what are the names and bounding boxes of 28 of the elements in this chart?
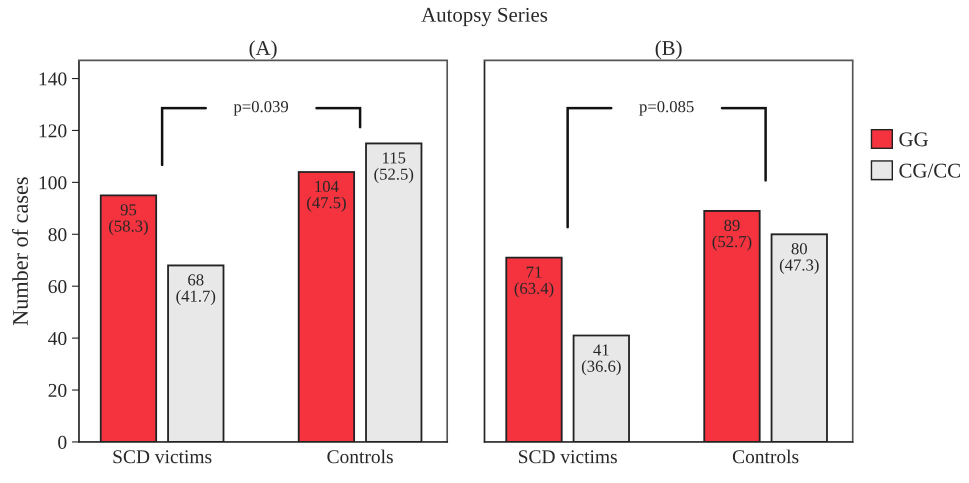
data-label: 95 (58.3) [109,204,148,236]
data-label: 80 (47.3) [780,243,819,274]
data-label: 89 (52.7) [712,220,752,251]
data-label: 41 (36.6) [582,344,621,376]
chart-subtitle: (A) [250,40,277,60]
x-tick-label: SCD victims [518,450,617,464]
y-tick-label: 140 [40,72,66,86]
annotation: p=0.039 [234,100,288,116]
annotation: p=0.085 [639,100,694,116]
y-tick-label: 40 [48,332,66,346]
y-tick-label: 100 [40,176,66,190]
chart-subtitle: (B) [656,40,682,60]
legend-label: GG [899,132,928,146]
x-tick-label: Controls [732,450,798,464]
x-tick-label: SCD victims [113,450,212,464]
y-tick-label: 80 [48,228,66,242]
data-label: 104 (47.5) [307,180,346,212]
y-axis-title: Number of cases [12,177,28,326]
data-label: 115 (52.5) [374,152,414,184]
data-label: 68 (41.7) [176,274,216,306]
chart-title: Autopsy Series [421,8,548,26]
y-tick-label: 120 [40,124,66,138]
y-tick-label: 20 [48,384,66,397]
x-tick-label: Controls [327,450,393,464]
legend-label: CG/CC [899,164,960,178]
y-tick-label: 60 [48,280,66,294]
data-label: 71 (63.4) [514,266,554,298]
y-tick-label: 0 [58,436,66,449]
